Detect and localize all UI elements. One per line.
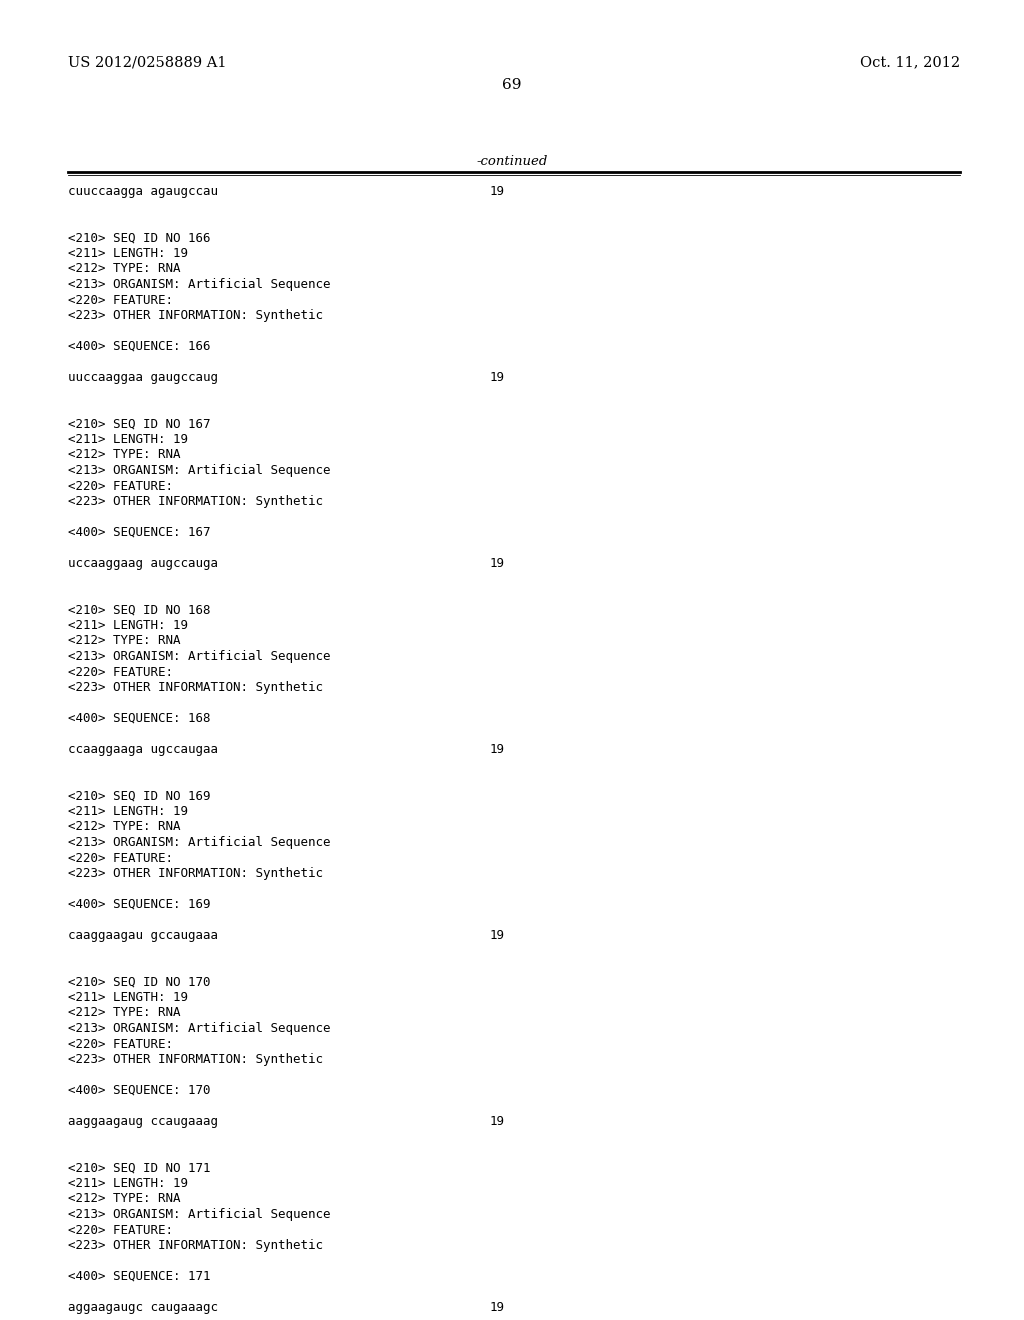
Text: US 2012/0258889 A1: US 2012/0258889 A1 xyxy=(68,55,226,69)
Text: <211> LENGTH: 19: <211> LENGTH: 19 xyxy=(68,1177,188,1191)
Text: <400> SEQUENCE: 170: <400> SEQUENCE: 170 xyxy=(68,1084,211,1097)
Text: 19: 19 xyxy=(490,1115,505,1129)
Text: <212> TYPE: RNA: <212> TYPE: RNA xyxy=(68,635,180,648)
Text: <400> SEQUENCE: 166: <400> SEQUENCE: 166 xyxy=(68,341,211,352)
Text: <223> OTHER INFORMATION: Synthetic: <223> OTHER INFORMATION: Synthetic xyxy=(68,1053,323,1067)
Text: aggaagaugc caugaaagc: aggaagaugc caugaaagc xyxy=(68,1302,218,1313)
Text: <220> FEATURE:: <220> FEATURE: xyxy=(68,479,173,492)
Text: <211> LENGTH: 19: <211> LENGTH: 19 xyxy=(68,991,188,1005)
Text: <220> FEATURE:: <220> FEATURE: xyxy=(68,1224,173,1237)
Text: <210> SEQ ID NO 168: <210> SEQ ID NO 168 xyxy=(68,603,211,616)
Text: uccaaggaag augccauga: uccaaggaag augccauga xyxy=(68,557,218,570)
Text: <400> SEQUENCE: 171: <400> SEQUENCE: 171 xyxy=(68,1270,211,1283)
Text: 19: 19 xyxy=(490,929,505,942)
Text: <210> SEQ ID NO 170: <210> SEQ ID NO 170 xyxy=(68,975,211,989)
Text: 19: 19 xyxy=(490,557,505,570)
Text: <211> LENGTH: 19: <211> LENGTH: 19 xyxy=(68,433,188,446)
Text: caaggaagau gccaugaaa: caaggaagau gccaugaaa xyxy=(68,929,218,942)
Text: <220> FEATURE:: <220> FEATURE: xyxy=(68,293,173,306)
Text: <400> SEQUENCE: 169: <400> SEQUENCE: 169 xyxy=(68,898,211,911)
Text: 19: 19 xyxy=(490,185,505,198)
Text: <210> SEQ ID NO 169: <210> SEQ ID NO 169 xyxy=(68,789,211,803)
Text: <212> TYPE: RNA: <212> TYPE: RNA xyxy=(68,263,180,276)
Text: -continued: -continued xyxy=(476,154,548,168)
Text: <212> TYPE: RNA: <212> TYPE: RNA xyxy=(68,449,180,462)
Text: 19: 19 xyxy=(490,743,505,756)
Text: <220> FEATURE:: <220> FEATURE: xyxy=(68,1038,173,1051)
Text: <213> ORGANISM: Artificial Sequence: <213> ORGANISM: Artificial Sequence xyxy=(68,649,331,663)
Text: <212> TYPE: RNA: <212> TYPE: RNA xyxy=(68,1006,180,1019)
Text: <400> SEQUENCE: 167: <400> SEQUENCE: 167 xyxy=(68,525,211,539)
Text: ccaaggaaga ugccaugaa: ccaaggaaga ugccaugaa xyxy=(68,743,218,756)
Text: <223> OTHER INFORMATION: Synthetic: <223> OTHER INFORMATION: Synthetic xyxy=(68,495,323,508)
Text: 19: 19 xyxy=(490,371,505,384)
Text: 19: 19 xyxy=(490,1302,505,1313)
Text: cuuccaagga agaugccau: cuuccaagga agaugccau xyxy=(68,185,218,198)
Text: <220> FEATURE:: <220> FEATURE: xyxy=(68,851,173,865)
Text: uuccaaggaa gaugccaug: uuccaaggaa gaugccaug xyxy=(68,371,218,384)
Text: <213> ORGANISM: Artificial Sequence: <213> ORGANISM: Artificial Sequence xyxy=(68,1208,331,1221)
Text: <212> TYPE: RNA: <212> TYPE: RNA xyxy=(68,821,180,833)
Text: <223> OTHER INFORMATION: Synthetic: <223> OTHER INFORMATION: Synthetic xyxy=(68,1239,323,1251)
Text: <220> FEATURE:: <220> FEATURE: xyxy=(68,665,173,678)
Text: <223> OTHER INFORMATION: Synthetic: <223> OTHER INFORMATION: Synthetic xyxy=(68,867,323,880)
Text: <210> SEQ ID NO 167: <210> SEQ ID NO 167 xyxy=(68,417,211,430)
Text: 69: 69 xyxy=(502,78,522,92)
Text: <212> TYPE: RNA: <212> TYPE: RNA xyxy=(68,1192,180,1205)
Text: <211> LENGTH: 19: <211> LENGTH: 19 xyxy=(68,247,188,260)
Text: <213> ORGANISM: Artificial Sequence: <213> ORGANISM: Artificial Sequence xyxy=(68,1022,331,1035)
Text: aaggaagaug ccaugaaag: aaggaagaug ccaugaaag xyxy=(68,1115,218,1129)
Text: <211> LENGTH: 19: <211> LENGTH: 19 xyxy=(68,805,188,818)
Text: <223> OTHER INFORMATION: Synthetic: <223> OTHER INFORMATION: Synthetic xyxy=(68,309,323,322)
Text: <211> LENGTH: 19: <211> LENGTH: 19 xyxy=(68,619,188,632)
Text: Oct. 11, 2012: Oct. 11, 2012 xyxy=(860,55,961,69)
Text: <213> ORGANISM: Artificial Sequence: <213> ORGANISM: Artificial Sequence xyxy=(68,465,331,477)
Text: <210> SEQ ID NO 171: <210> SEQ ID NO 171 xyxy=(68,1162,211,1175)
Text: <213> ORGANISM: Artificial Sequence: <213> ORGANISM: Artificial Sequence xyxy=(68,279,331,290)
Text: <223> OTHER INFORMATION: Synthetic: <223> OTHER INFORMATION: Synthetic xyxy=(68,681,323,694)
Text: <213> ORGANISM: Artificial Sequence: <213> ORGANISM: Artificial Sequence xyxy=(68,836,331,849)
Text: <210> SEQ ID NO 166: <210> SEQ ID NO 166 xyxy=(68,231,211,244)
Text: <400> SEQUENCE: 168: <400> SEQUENCE: 168 xyxy=(68,711,211,725)
